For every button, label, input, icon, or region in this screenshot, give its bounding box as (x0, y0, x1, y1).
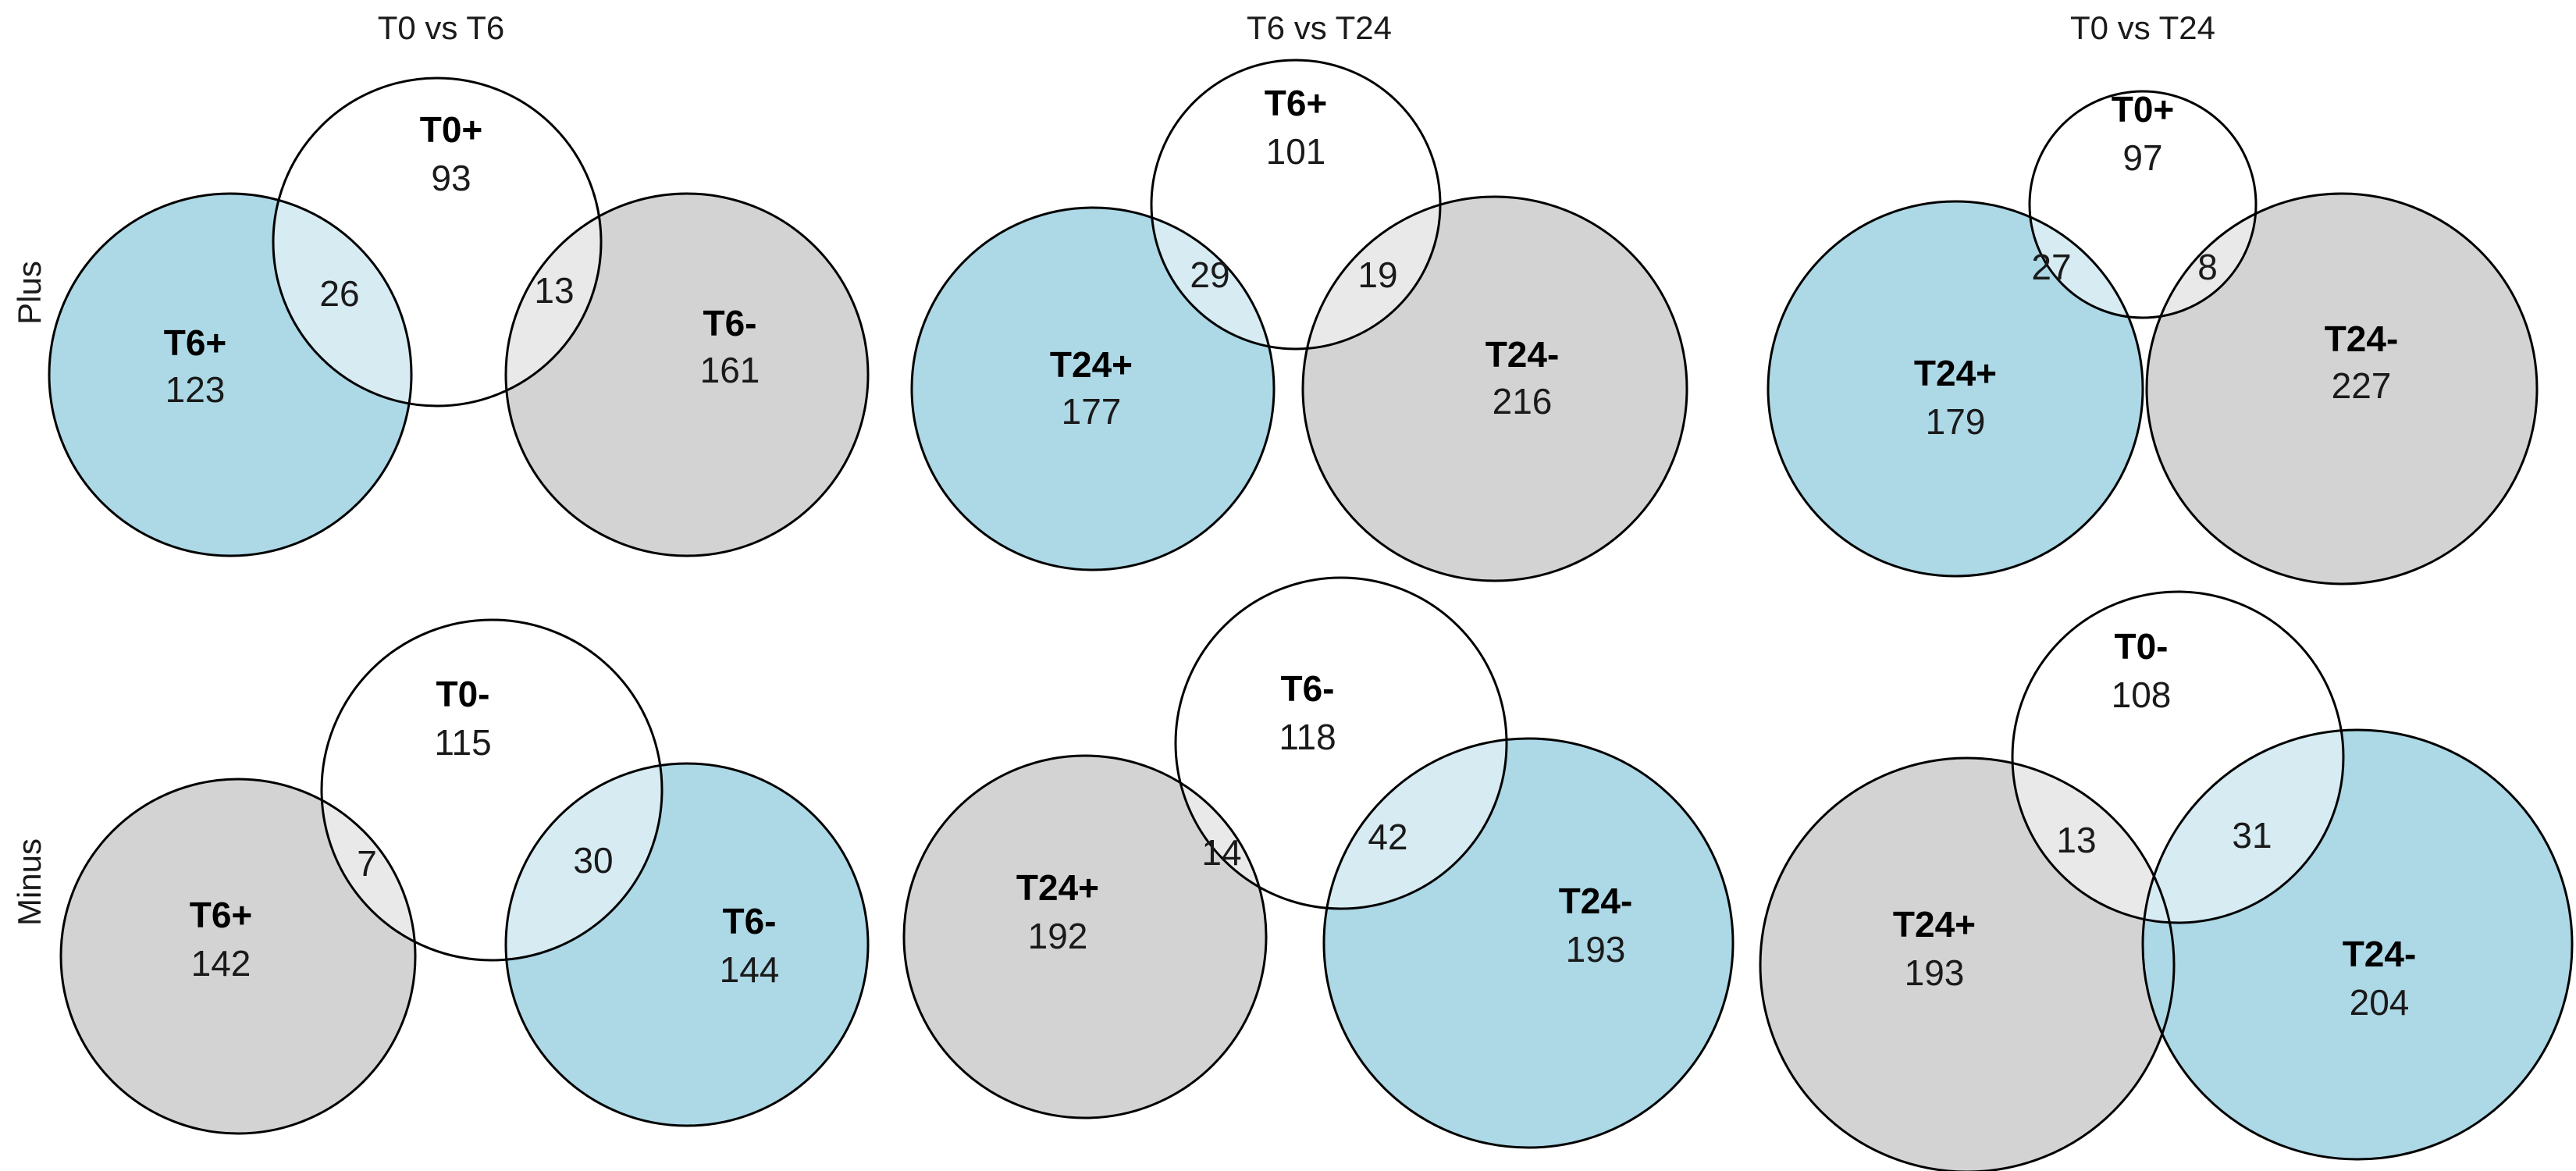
right-set-count: 227 (2332, 365, 2392, 406)
circle-left-outline (1767, 200, 2144, 578)
left-set-count: 123 (165, 369, 226, 410)
left-set-name: T24+ (1050, 344, 1133, 385)
left-set-count: 192 (1028, 916, 1088, 956)
circle-top-outline (2028, 90, 2258, 319)
circle-right-outline (1301, 195, 1688, 582)
right-set-count: 144 (720, 949, 780, 990)
venn-panel-plus-t0-vs-t6: T0+ 93 T6+ 123 T6- 161 26 13 (48, 77, 870, 557)
circle-left-outline (910, 206, 1276, 571)
circle-left-fill (904, 756, 1266, 1118)
top-set-count: 101 (1266, 131, 1326, 172)
circle-right-outline (504, 192, 870, 557)
venn-panel-plus-t0-vs-t24: T0+ 97 T24+ 179 T24- 227 27 8 (1767, 89, 2539, 586)
right-set-name: T24- (1559, 881, 1633, 921)
right-set-count: 216 (1493, 381, 1553, 422)
overlap-left-count: 29 (1190, 254, 1229, 295)
circle-left-outline (902, 754, 1268, 1119)
venn-panel-minus-t0-vs-t6: T0- 115 T6+ 142 T6- 144 7 30 (59, 618, 870, 1135)
overlap-left-fill (273, 194, 411, 406)
overlap-right-count: 42 (1368, 817, 1407, 857)
overlap-right-fill (1324, 739, 1507, 909)
top-set-name: T0- (436, 674, 490, 714)
top-set-name: T0- (2115, 626, 2169, 667)
overlap-right-count: 30 (573, 840, 613, 881)
overlap-left-count: 27 (2031, 247, 2071, 287)
left-set-count: 193 (1905, 952, 1965, 993)
overlap-right-fill (2143, 730, 2343, 923)
overlap-right-fill (1303, 197, 1440, 349)
right-set-count: 204 (2350, 982, 2410, 1023)
top-set-name: T6+ (1265, 83, 1328, 123)
left-set-name: T6+ (190, 895, 253, 935)
venn-panel-minus-t6-vs-t24: T6- 118 T24+ 192 T24- 193 14 42 (902, 576, 1735, 1149)
left-set-count: 142 (191, 943, 251, 984)
top-set-count: 108 (2112, 674, 2172, 715)
venn-panel-plus-t6-vs-t24: T6+ 101 T24+ 177 T24- 216 29 19 (910, 59, 1688, 582)
right-set-name: T6- (703, 303, 757, 343)
left-set-count: 179 (1926, 401, 1986, 442)
left-set-name: T6+ (164, 322, 227, 363)
column-title-t0-vs-t24: T0 vs T24 (2070, 9, 2215, 46)
top-set-count: 93 (431, 158, 471, 198)
row-label-plus: Plus (11, 261, 48, 325)
circle-left-outline (48, 192, 413, 557)
left-set-name: T24+ (1914, 353, 1997, 393)
circle-left-fill (1768, 201, 2143, 576)
left-set-count: 177 (1062, 391, 1122, 432)
overlap-left-count: 14 (1201, 832, 1241, 873)
row-label-minus: Minus (11, 838, 48, 926)
top-set-name: T6- (1281, 668, 1335, 709)
circle-right-outline (2145, 192, 2539, 586)
circle-top-outline (2011, 590, 2345, 924)
circle-right-outline (1322, 737, 1735, 1149)
top-set-count: 97 (2122, 137, 2162, 178)
right-set-count: 161 (700, 350, 760, 390)
overlap-left-fill (2012, 758, 2174, 923)
left-set-name: T24+ (1016, 867, 1099, 908)
venn-panels: T0+ 93 T6+ 123 T6- 161 26 13 T6+ 101 T24+ 177 T24- 21… (48, 59, 2574, 1171)
circle-top-outline (272, 77, 603, 408)
top-set-name: T0+ (2112, 89, 2175, 130)
right-set-count: 193 (1566, 929, 1626, 970)
circle-top-outline (1174, 576, 1508, 910)
circle-right-outline (2141, 728, 2574, 1161)
venn-panel-minus-t0-vs-t24: T0- 108 T24+ 193 T24- 204 13 31 (1759, 590, 2574, 1171)
column-title-t6-vs-t24: T6 vs T24 (1247, 9, 1392, 46)
left-set-name: T24+ (1893, 904, 1976, 945)
circle-top-outline (1150, 59, 1442, 351)
overlap-right-fill (506, 763, 662, 960)
circle-left-outline (1759, 756, 2176, 1171)
circle-right-fill (2147, 194, 2537, 584)
circle-right-outline (504, 762, 870, 1127)
overlap-right-count: 8 (2197, 247, 2218, 287)
overlap-right-count: 19 (1357, 254, 1397, 295)
circle-left-outline (59, 778, 417, 1135)
circle-left-fill (61, 779, 415, 1134)
overlap-left-count: 26 (319, 273, 359, 314)
top-set-count: 115 (434, 722, 491, 763)
overlap-right-count: 31 (2232, 815, 2272, 856)
titles-layer: T0 vs T6 T6 vs T24 T0 vs T24 Plus Minus (11, 9, 2215, 926)
overlap-left-count: 13 (2056, 820, 2096, 860)
right-set-name: T24- (2325, 319, 2399, 359)
right-set-name: T24- (1485, 334, 1560, 375)
right-set-name: T24- (2343, 934, 2417, 974)
overlap-right-count: 13 (534, 270, 574, 311)
right-set-name: T6- (723, 901, 777, 941)
overlap-left-count: 7 (357, 843, 377, 884)
circle-left-fill (912, 208, 1274, 570)
top-set-name: T0+ (420, 109, 483, 150)
circle-top-outline (320, 618, 664, 962)
column-title-t0-vs-t6: T0 vs T6 (378, 9, 505, 46)
top-set-count: 118 (1279, 717, 1336, 757)
